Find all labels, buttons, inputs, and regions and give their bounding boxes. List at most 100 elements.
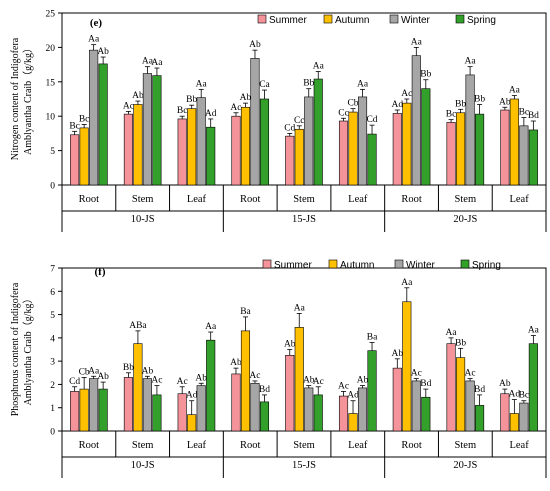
significance-label: Aa <box>509 86 521 96</box>
bar-spring <box>475 405 485 432</box>
significance-label: Ba <box>240 307 251 317</box>
bar-winter <box>304 387 314 432</box>
bar-autumn <box>79 388 89 432</box>
plot-frame <box>61 12 547 186</box>
bar-winter <box>357 96 368 186</box>
legend-label: Spring <box>467 15 496 26</box>
significance-label: Bb <box>455 99 466 109</box>
bar-spring <box>98 63 108 186</box>
significance-label: Aa <box>528 326 540 336</box>
plot-frame <box>61 267 547 432</box>
x-group-label: 20-JS <box>453 214 477 225</box>
panel-label: (f) <box>95 266 106 278</box>
bar-autumn <box>509 98 519 186</box>
bar-winter <box>89 378 99 432</box>
bar-winter <box>89 49 99 186</box>
bar-summer <box>231 373 241 432</box>
x-category-label: Stem <box>293 194 315 205</box>
bar-winter <box>142 378 152 432</box>
significance-label: Ad <box>347 391 359 401</box>
x-category-label: Stem <box>455 194 477 205</box>
significance-label: Ab <box>303 376 315 386</box>
significance-label: Ac <box>465 369 476 379</box>
significance-label: Aa <box>465 57 477 67</box>
significance-label: Aa <box>151 58 163 68</box>
significance-label: Ac <box>230 103 241 113</box>
bar-spring <box>475 113 485 186</box>
y-tick-label: 25 <box>46 10 56 20</box>
significance-label: Bb <box>186 95 197 105</box>
bar-summer <box>338 120 349 186</box>
y-axis-label-line2: Amblyantha Craib（g/kg） <box>22 43 34 155</box>
significance-label: Bd <box>528 111 539 121</box>
bar-winter <box>519 402 529 432</box>
legend-swatch-autumn <box>328 259 338 269</box>
x-group-label: 15-JS <box>292 214 316 225</box>
bar-spring <box>313 78 323 186</box>
legend-swatch-spring <box>460 259 470 269</box>
x-category-label: Leaf <box>187 440 207 451</box>
x-category-label: Root <box>240 194 261 205</box>
significance-label: Aa <box>205 322 217 332</box>
bar-autumn <box>187 108 197 186</box>
significance-label: Aa <box>357 79 369 89</box>
significance-label: Ab <box>284 340 296 350</box>
y-tick-label: 5 <box>50 147 55 157</box>
bar-autumn <box>187 414 197 432</box>
x-category-label: Stem <box>293 440 315 451</box>
significance-label: Bc <box>446 110 457 120</box>
legend-swatch-winter <box>394 259 404 269</box>
significance-label: Aa <box>446 328 458 338</box>
bar-summer <box>338 395 349 432</box>
legend-label: Autumn <box>340 260 374 271</box>
x-category-label: Root <box>79 194 100 205</box>
significance-label: Cd <box>284 123 295 133</box>
significance-label: Ac <box>177 377 188 387</box>
legend-swatch-winter <box>389 14 399 24</box>
y-tick-label: 15 <box>46 78 56 88</box>
y-tick-label: 10 <box>46 113 56 123</box>
significance-label: Ca <box>259 80 270 90</box>
chart-panel-2: 0 1 2 3 4 5 6 7 Phosphrous content of Indigofera… <box>10 259 547 478</box>
y-tick-label: 5 <box>50 311 55 321</box>
x-category-label: Leaf <box>187 194 207 205</box>
x-category-label: Root <box>240 440 261 451</box>
significance-label: Bc <box>79 114 90 124</box>
bar-winter <box>250 58 260 186</box>
bar-autumn <box>133 104 143 186</box>
legend-swatch-summer <box>262 259 272 269</box>
legend-swatch-autumn <box>323 14 333 24</box>
bar-winter <box>304 96 314 186</box>
chart-panel-1: 0 5 10 15 20 25 Nitrogen content of Indigofera… <box>10 10 547 232</box>
significance-label: Ac <box>151 376 162 386</box>
significance-label: Ab <box>357 376 369 386</box>
bar-summer <box>70 391 80 432</box>
significance-label: Ab <box>97 372 109 382</box>
significance-label: Ac <box>411 369 422 379</box>
significance-label: Bc <box>177 106 188 116</box>
significance-label: Ab <box>97 47 109 57</box>
legend-swatch-spring <box>455 14 465 24</box>
significance-label: Ab <box>499 97 511 107</box>
y-axis-label-line1: Phosphrous content of Indigofera <box>10 282 21 416</box>
bar-summer <box>392 367 402 432</box>
bar-winter <box>519 125 529 186</box>
significance-label: Bb <box>474 95 485 105</box>
y-tick-label: 0 <box>50 428 55 438</box>
significance-label: Bc <box>519 391 530 401</box>
significance-label: Bb <box>455 338 466 348</box>
x-category-label: Leaf <box>509 194 529 205</box>
bar-spring <box>528 343 538 432</box>
bar-spring <box>259 98 270 186</box>
significance-label: Cb <box>79 367 90 377</box>
legend-swatch-summer <box>257 14 267 24</box>
significance-label: Aa <box>313 61 325 71</box>
x-category-label: Stem <box>132 440 154 451</box>
significance-label: Aa <box>411 37 423 47</box>
x-category-label: Leaf <box>348 440 368 451</box>
significance-label: Ac <box>338 381 349 391</box>
x-group-label: 10-JS <box>131 214 155 225</box>
bar-spring <box>98 388 108 432</box>
significance-label: Ad <box>205 109 217 119</box>
bar-spring <box>259 401 270 432</box>
